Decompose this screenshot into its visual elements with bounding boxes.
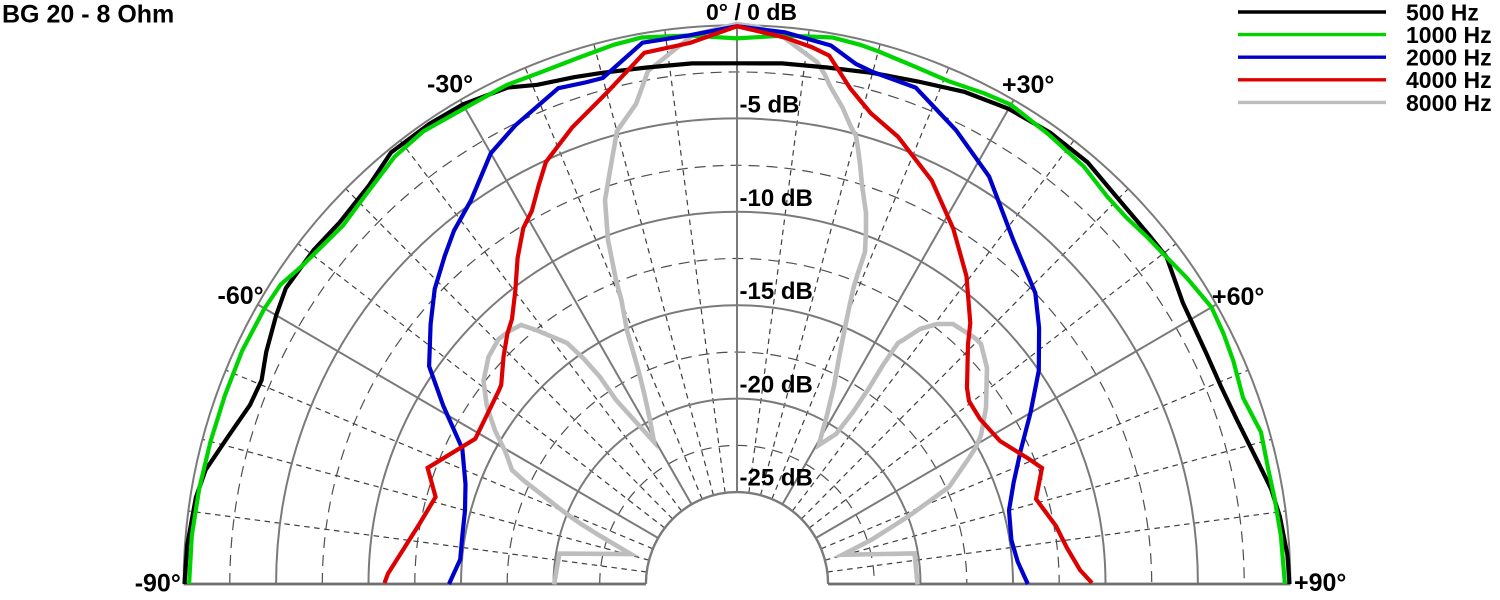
svg-text:BG 20 - 8 Ohm: BG 20 - 8 Ohm [2, 1, 174, 29]
svg-text:-30°: -30° [427, 71, 473, 99]
svg-text:-25 dB: -25 dB [740, 465, 813, 492]
svg-text:1000 Hz: 1000 Hz [1406, 22, 1492, 48]
svg-text:0° / 0 dB: 0° / 0 dB [706, 0, 797, 25]
svg-text:8000 Hz: 8000 Hz [1406, 90, 1492, 116]
svg-text:4000 Hz: 4000 Hz [1406, 67, 1492, 93]
svg-text:+60°: +60° [1212, 283, 1264, 311]
svg-text:-20 dB: -20 dB [740, 371, 813, 398]
svg-text:-5 dB: -5 dB [740, 92, 800, 119]
svg-text:-15 dB: -15 dB [740, 278, 813, 305]
svg-text:2000 Hz: 2000 Hz [1406, 45, 1492, 71]
svg-text:-90°: -90° [135, 570, 181, 596]
svg-text:-60°: -60° [218, 282, 264, 310]
svg-text:500 Hz: 500 Hz [1406, 0, 1479, 25]
svg-text:+90°: +90° [1294, 569, 1346, 595]
svg-text:+30°: +30° [1002, 71, 1054, 99]
svg-text:-10 dB: -10 dB [740, 185, 813, 212]
